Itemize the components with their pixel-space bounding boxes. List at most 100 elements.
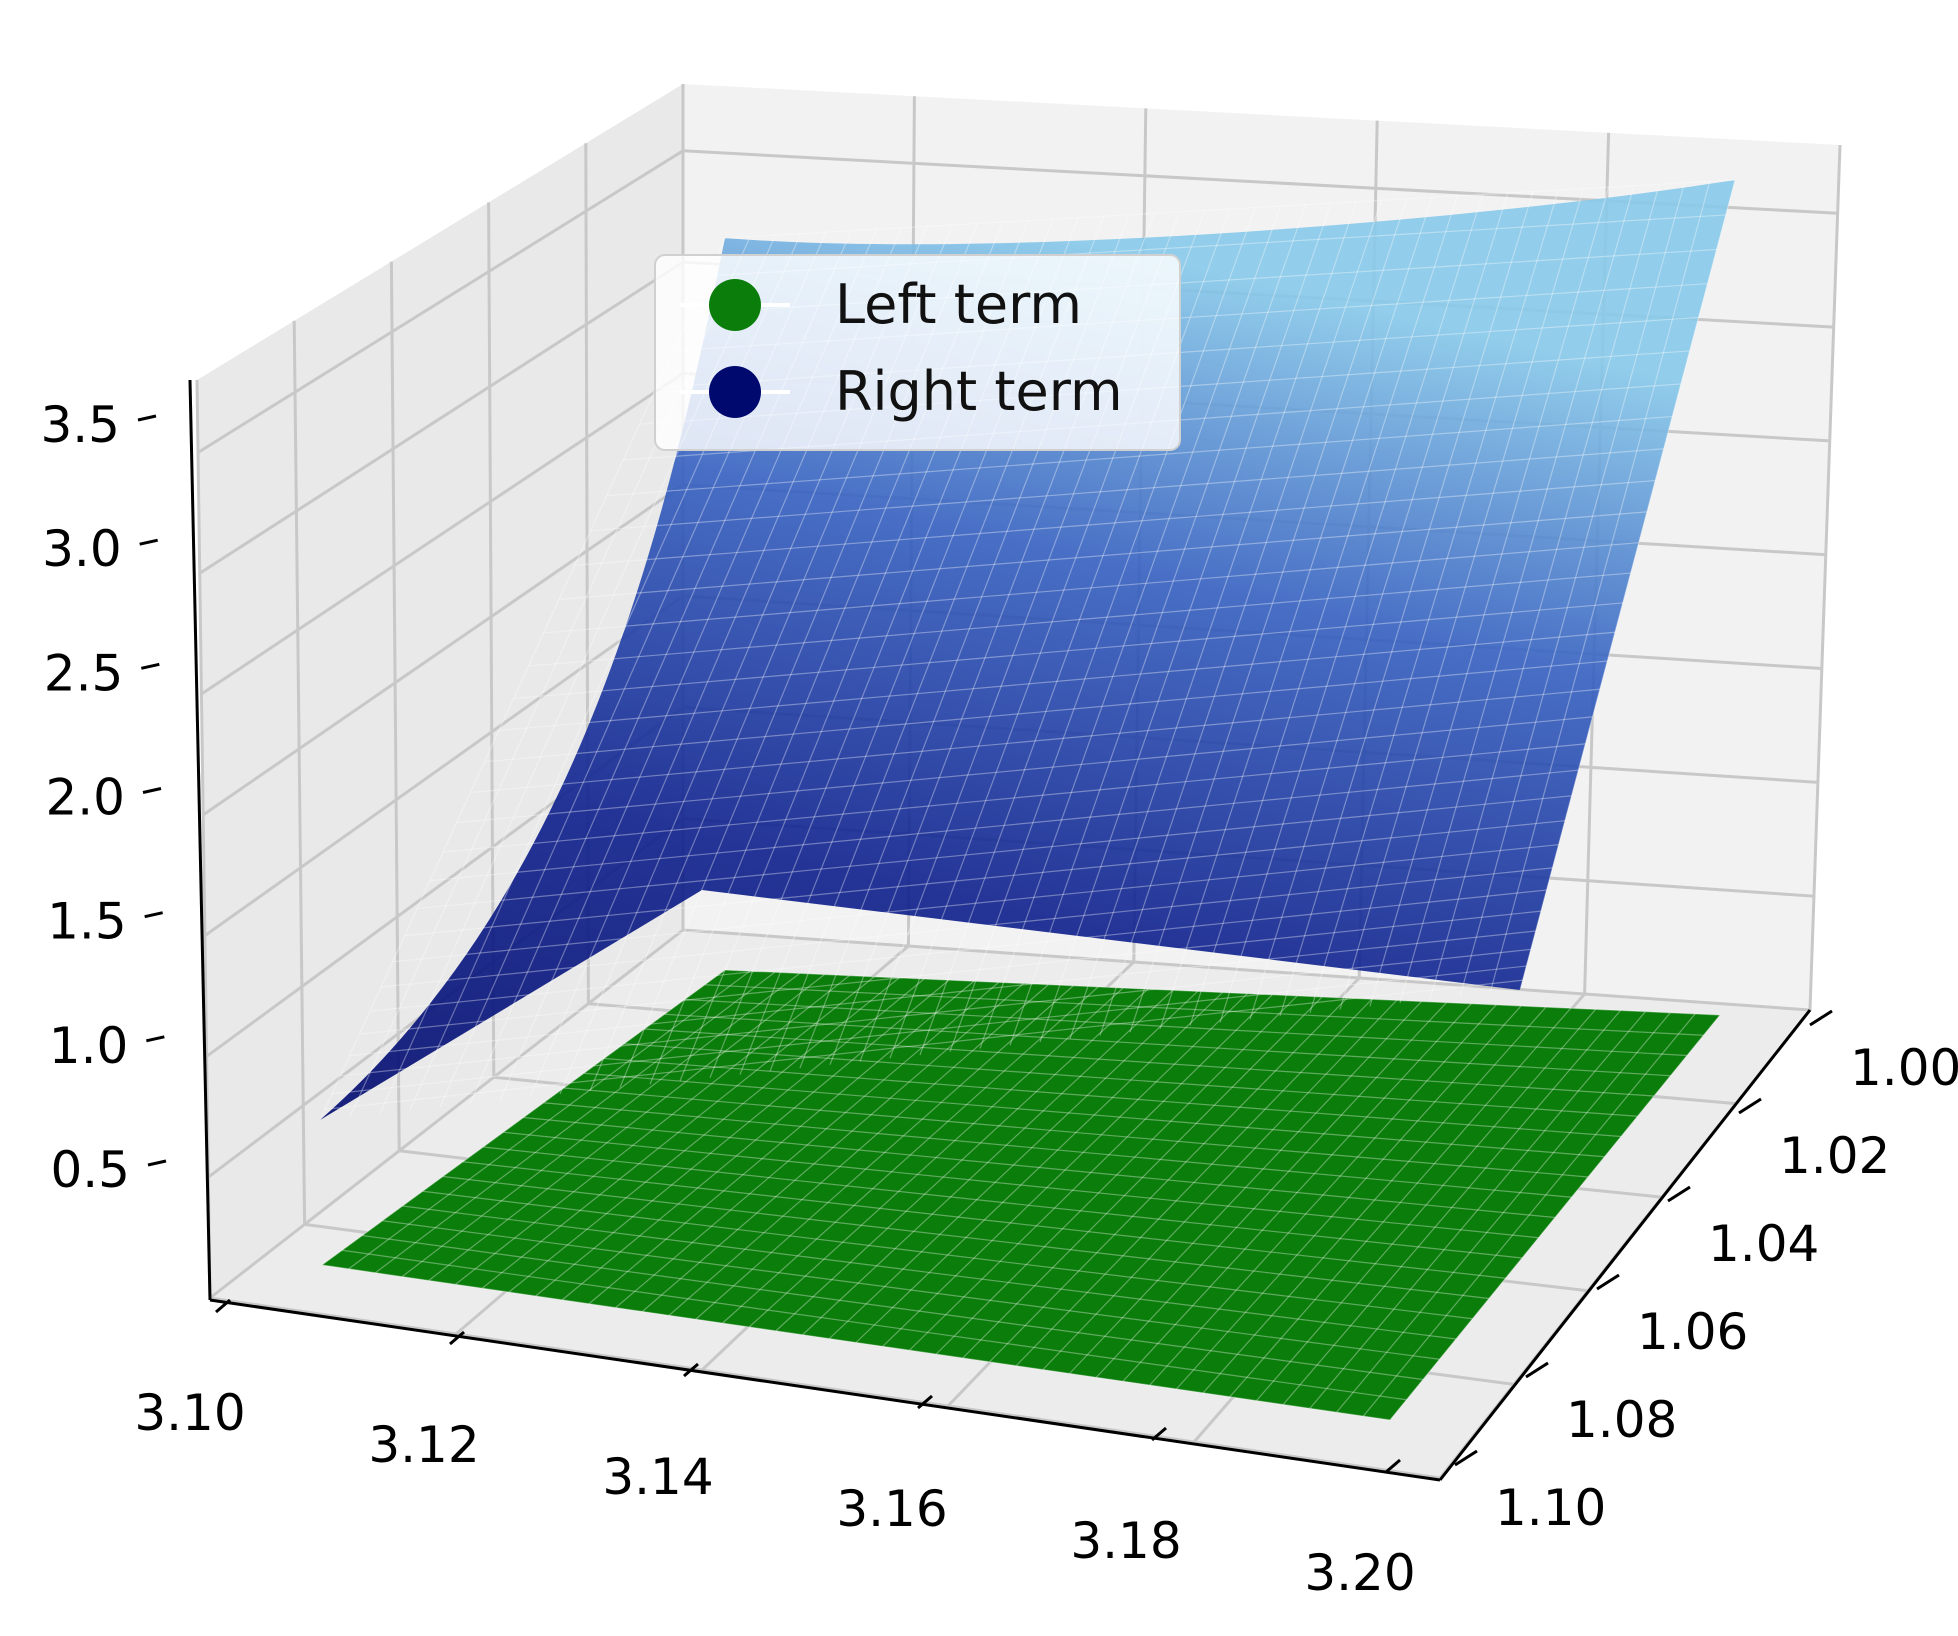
mesh-line bbox=[1149, 1004, 1497, 1386]
y-tick-label: 1.00 bbox=[1850, 1039, 1958, 1097]
mesh-line bbox=[483, 1146, 1523, 1259]
y-grid-line bbox=[209, 1296, 1441, 1480]
mesh-line bbox=[359, 910, 1541, 1035]
x-tick-mark bbox=[215, 1298, 231, 1314]
legend-label-right-term: Right term bbox=[835, 360, 1123, 423]
y-tick-mark bbox=[1454, 1449, 1478, 1467]
mesh-line bbox=[935, 995, 1298, 1355]
surface-mesh bbox=[319, 179, 1736, 1421]
mesh-line bbox=[1519, 179, 1736, 991]
mesh-line bbox=[1229, 1007, 1572, 1398]
mesh-line bbox=[1362, 1013, 1696, 1417]
mesh-line bbox=[748, 987, 1124, 1328]
mesh-line bbox=[775, 988, 1149, 1332]
z-tick-mark bbox=[137, 414, 157, 422]
z-axis-line bbox=[188, 379, 212, 1301]
mesh-line bbox=[481, 976, 875, 1289]
mesh-line bbox=[442, 1175, 1490, 1300]
mesh-line bbox=[574, 479, 1656, 566]
x-tick-label: 3.12 bbox=[368, 1416, 479, 1474]
mesh-line bbox=[1015, 998, 1373, 1367]
mesh-line bbox=[543, 1102, 1572, 1198]
mesh-line bbox=[1459, 182, 1686, 997]
x-axis-line bbox=[209, 1298, 1441, 1482]
mesh-line bbox=[1042, 999, 1398, 1371]
z-tick-label: 1.0 bbox=[49, 1017, 129, 1075]
mesh-line bbox=[724, 969, 1721, 1016]
x-tick-label: 3.18 bbox=[1070, 1512, 1181, 1570]
mesh-line bbox=[1279, 191, 1534, 1017]
mesh-line bbox=[1256, 1008, 1597, 1402]
mesh-line bbox=[1099, 200, 1383, 1036]
mesh-line bbox=[1389, 1014, 1721, 1421]
legend-marker-right-term bbox=[709, 366, 761, 418]
y-grid-line bbox=[292, 320, 307, 1225]
mesh-line bbox=[1219, 194, 1484, 1023]
mesh-line bbox=[1129, 198, 1408, 1033]
mesh-line bbox=[1095, 1002, 1447, 1378]
mesh-line bbox=[664, 1013, 1671, 1077]
right-term-surface bbox=[320, 180, 1735, 1120]
mesh-line bbox=[1399, 185, 1635, 1004]
x-tick-label: 3.14 bbox=[602, 1448, 713, 1506]
mesh-line bbox=[1069, 1001, 1422, 1374]
mesh-line bbox=[828, 990, 1199, 1340]
mesh-line bbox=[362, 1234, 1424, 1381]
z-tick-mark bbox=[147, 1159, 167, 1167]
mesh-line bbox=[1122, 1003, 1472, 1382]
y-tick-label: 1.06 bbox=[1637, 1303, 1748, 1361]
mesh-line bbox=[513, 602, 1623, 700]
mesh-line bbox=[1189, 195, 1458, 1026]
mesh-line bbox=[543, 542, 1639, 634]
x-tick-mark bbox=[1151, 1426, 1167, 1442]
mesh-line bbox=[392, 844, 1559, 963]
mesh-line bbox=[949, 207, 1256, 1052]
mesh-line bbox=[1369, 187, 1610, 1007]
mesh-line bbox=[1339, 188, 1585, 1010]
mesh-line bbox=[962, 996, 1323, 1359]
y-tick-mark bbox=[1809, 1009, 1833, 1027]
mesh-line bbox=[606, 415, 1673, 497]
left-term-surface bbox=[322, 970, 1720, 1420]
mesh-line bbox=[404, 820, 1566, 937]
mesh-line bbox=[422, 1190, 1473, 1320]
y-grid-line bbox=[682, 928, 1811, 1012]
mesh-line bbox=[535, 978, 925, 1297]
z-tick-mark bbox=[144, 911, 163, 919]
mesh-line bbox=[503, 1131, 1539, 1239]
x-tick-label: 3.10 bbox=[134, 1384, 245, 1442]
mesh-line bbox=[528, 572, 1631, 667]
mesh-line bbox=[331, 965, 1527, 1095]
y-tick-mark bbox=[1667, 1185, 1691, 1203]
mesh-line bbox=[324, 979, 1523, 1110]
mesh-line bbox=[429, 769, 1579, 882]
mesh-line bbox=[908, 994, 1273, 1351]
mesh-line bbox=[855, 992, 1223, 1343]
mesh-line bbox=[321, 1264, 1391, 1421]
y-tick-label: 1.08 bbox=[1566, 1391, 1677, 1449]
legend-label-left-term: Left term bbox=[835, 273, 1082, 336]
mesh-line bbox=[644, 1028, 1655, 1097]
mesh-line bbox=[498, 631, 1616, 732]
mesh-line bbox=[561, 979, 950, 1301]
mesh-line bbox=[348, 970, 751, 1270]
mesh-line bbox=[882, 993, 1248, 1347]
z-tick-label: 1.5 bbox=[47, 893, 127, 951]
y-tick-mark bbox=[1738, 1097, 1762, 1115]
mesh-line bbox=[428, 974, 825, 1281]
x-tick-label: 3.16 bbox=[836, 1480, 947, 1538]
mesh-line bbox=[1309, 1011, 1646, 1409]
mesh-line bbox=[417, 795, 1572, 910]
mesh-line bbox=[1069, 201, 1357, 1039]
mesh-line bbox=[369, 889, 1547, 1012]
z-tick-label: 0.5 bbox=[50, 1141, 130, 1199]
mesh-line bbox=[668, 984, 1049, 1316]
mesh-line bbox=[470, 688, 1600, 794]
legend-marker-left-term bbox=[709, 279, 761, 331]
z-tick-mark bbox=[141, 662, 160, 670]
x-tick-mark bbox=[917, 1394, 933, 1410]
mesh-line bbox=[443, 743, 1586, 853]
mesh-line bbox=[1336, 1012, 1671, 1413]
mesh-line bbox=[724, 179, 1736, 239]
